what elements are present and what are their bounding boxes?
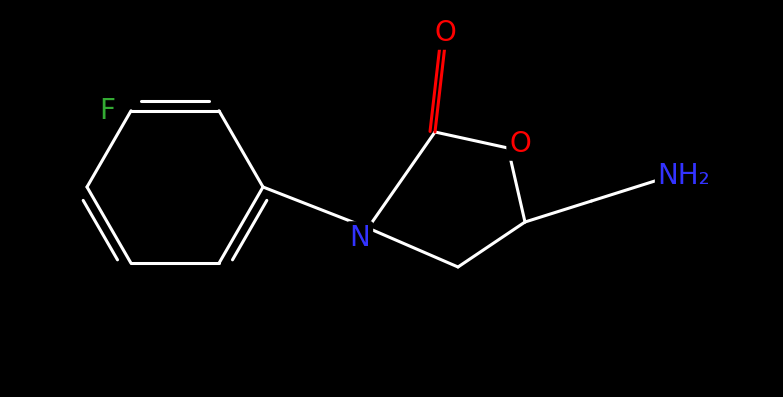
Text: NH₂: NH₂ [658,162,710,190]
Text: N: N [350,224,370,252]
Text: O: O [509,130,531,158]
Text: O: O [434,19,456,47]
Text: F: F [99,96,115,124]
Text: F: F [99,97,115,125]
